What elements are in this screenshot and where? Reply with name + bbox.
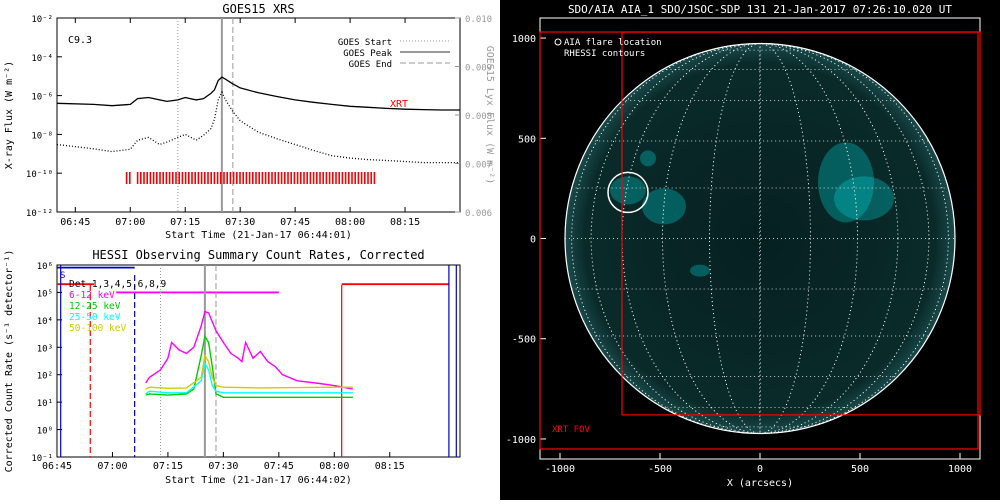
goes-y-tick-label: 10⁻² bbox=[31, 15, 53, 25]
goes-y-right-tick-label: 0.006 bbox=[465, 209, 492, 219]
solar-disk bbox=[565, 43, 955, 434]
goes-x-tick-label: 07:30 bbox=[225, 217, 255, 228]
goes-series-solid bbox=[56, 76, 460, 111]
hessi-frame bbox=[56, 264, 461, 458]
xrt-fov-label: XRT FOV bbox=[552, 425, 591, 435]
hessi-legend-label: 25-50 keV bbox=[69, 312, 121, 323]
longitude-line bbox=[759, 43, 761, 434]
hessi-y-tick-label: 10³ bbox=[37, 344, 53, 354]
aia-legend-contours: RHESSI contours bbox=[564, 49, 645, 59]
hessi-y-tick-label: 10⁵ bbox=[37, 289, 53, 299]
goes-xrt-label: XRT bbox=[390, 99, 408, 110]
hessi-y-label: Corrected Count Rate (s⁻¹ detector⁻¹) bbox=[4, 250, 15, 473]
hessi-title: HESSI Observing Summary Count Rates, Cor… bbox=[92, 248, 424, 262]
hessi-x-tick-label: 07:15 bbox=[153, 461, 183, 472]
goes-y-right-tick-label: 0.010 bbox=[465, 15, 492, 25]
active-region bbox=[834, 176, 894, 221]
goes-x-tick-label: 07:45 bbox=[280, 217, 310, 228]
goes-y-tick-label: 10⁻⁴ bbox=[31, 54, 53, 64]
goes-legend-label: GOES Peak bbox=[343, 49, 392, 59]
goes-y-right-label: GOES15 Lyx Flux (W m⁻²) bbox=[484, 46, 495, 184]
active-region bbox=[690, 264, 710, 277]
goes-x-tick-label: 06:45 bbox=[60, 217, 90, 228]
hessi-legend-label: Det 1,3,4,5,6,8,9 bbox=[69, 279, 167, 290]
hessi-plot: HESSI Observing Summary Count Rates, Cor… bbox=[4, 248, 461, 486]
hessi-y-tick-label: 10¹ bbox=[37, 399, 53, 409]
goes-plot: GOES15 XRS 06:45 07:00 07:15 07:30 07:45 08:00… bbox=[4, 2, 495, 241]
hessi-x-tick-label: 08:15 bbox=[375, 461, 405, 472]
hessi-x-label: Start Time (21-Jan-17 06:44:02) bbox=[165, 475, 352, 486]
hessi-legend-label: 50-100 keV bbox=[69, 323, 126, 334]
hessi-series-6-12-keV bbox=[145, 310, 353, 390]
hessi-y-tick-label: 10⁶ bbox=[37, 262, 53, 272]
flare-location-circle bbox=[607, 171, 649, 214]
hessi-x-tick-label: 06:45 bbox=[42, 461, 72, 472]
hessi-y-tick-label: 10⁻¹ bbox=[31, 454, 53, 464]
hessi-x-tick-label: 07:00 bbox=[97, 461, 127, 472]
hessi-legend-label: 12-25 keV bbox=[69, 301, 121, 312]
goes-x-tick-label: 07:15 bbox=[170, 217, 200, 228]
goes-y-tick-label: 10⁻¹⁰ bbox=[26, 170, 53, 180]
solar-limb bbox=[564, 42, 956, 435]
aia-y-tick-label: 0 bbox=[530, 235, 536, 246]
hessi-x-tick-label: 07:45 bbox=[264, 461, 294, 472]
goes-y-right-tick-label: 0.007 bbox=[465, 161, 492, 171]
goes-series-dotted bbox=[56, 90, 460, 164]
aia-plot: SDO/AIA AIA_1 SDO/JSOC-SDP 131 21-Jan-20… bbox=[506, 3, 981, 489]
longitude-line bbox=[590, 43, 930, 434]
goes-y-right-tick-label: 0.009 bbox=[465, 64, 492, 74]
goes-x-tick-label: 07:00 bbox=[115, 217, 145, 228]
aia-legend-marker bbox=[554, 38, 562, 46]
goes-y-label: X-ray Flux (W m⁻²) bbox=[4, 61, 15, 169]
hessi-y-tick-label: 10⁴ bbox=[37, 317, 53, 327]
goes-y-tick-label: 10⁻¹² bbox=[26, 209, 53, 219]
aia-x-tick-label: -1000 bbox=[545, 464, 575, 475]
aia-legend-flare: AIA flare location bbox=[564, 38, 662, 48]
aia-x-label: X (arcsecs) bbox=[727, 478, 793, 489]
hessi-series-12-25-keV bbox=[145, 334, 353, 398]
hessi-series-50-100-keV bbox=[145, 353, 353, 390]
goes-y-right-tick-label: 0.008 bbox=[465, 112, 492, 122]
aia-x-tick-label: 0 bbox=[757, 464, 763, 475]
goes-y-tick-label: 10⁻⁸ bbox=[31, 131, 53, 141]
hessi-y-tick-label: 10² bbox=[37, 372, 53, 382]
aia-x-tick-label: 500 bbox=[851, 464, 869, 475]
goes-x-tick-label: 08:00 bbox=[335, 217, 365, 228]
goes-x-tick-label: 08:15 bbox=[390, 217, 420, 228]
goes-legend-label: GOES Start bbox=[338, 38, 392, 48]
aia-y-tick-label: 1000 bbox=[512, 34, 536, 45]
active-region bbox=[610, 176, 646, 205]
hessi-s-label: S bbox=[60, 271, 65, 281]
aia-x-tick-label: -500 bbox=[648, 464, 672, 475]
active-region bbox=[818, 142, 874, 223]
goes-flare-class: C9.3 bbox=[68, 35, 92, 46]
goes-legend-label: GOES End bbox=[349, 60, 392, 70]
hessi-y-tick-label: 10⁰ bbox=[37, 427, 53, 437]
aia-y-tick-label: -1000 bbox=[506, 435, 536, 446]
active-region bbox=[640, 150, 656, 167]
aia-title: SDO/AIA AIA_1 SDO/JSOC-SDP 131 21-Jan-20… bbox=[568, 3, 952, 16]
aia-y-tick-label: 500 bbox=[518, 134, 536, 145]
hessi-x-tick-label: 08:00 bbox=[319, 461, 349, 472]
goes-y-tick-label: 10⁻⁶ bbox=[31, 93, 53, 103]
hessi-legend-label: 6-12 keV bbox=[69, 290, 115, 301]
aia-x-tick-label: 1000 bbox=[948, 464, 972, 475]
goes-title: GOES15 XRS bbox=[222, 2, 294, 16]
xrt-fov-inner bbox=[621, 31, 981, 416]
hessi-x-tick-label: 07:30 bbox=[208, 461, 238, 472]
longitude-line bbox=[709, 43, 811, 434]
hessi-series-25-50-keV bbox=[145, 361, 353, 395]
aia-y-tick-label: -500 bbox=[512, 335, 536, 346]
goes-x-label: Start Time (21-Jan-17 06:44:01) bbox=[165, 230, 352, 241]
